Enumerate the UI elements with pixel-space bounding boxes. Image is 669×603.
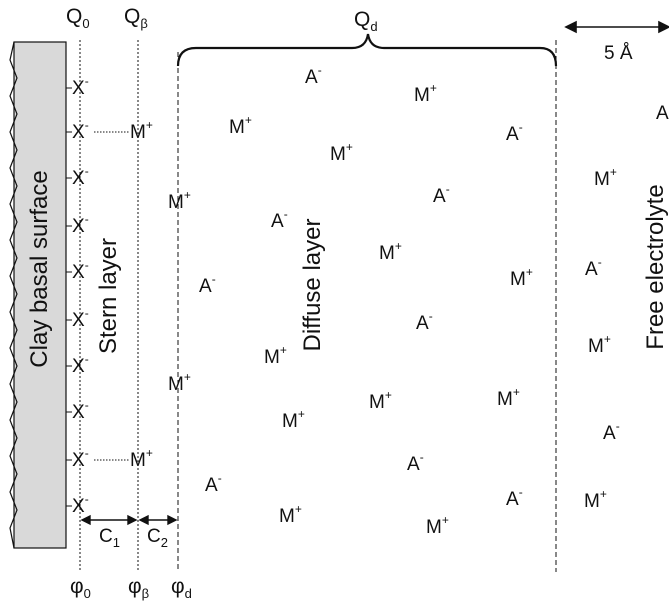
cation: M+	[594, 165, 617, 190]
qd-brace	[176, 33, 558, 67]
surface-site: X-	[72, 398, 89, 423]
anion: A	[656, 103, 669, 124]
cation: M+	[279, 502, 302, 527]
phi0-label: φ0	[70, 575, 91, 601]
cation: M+	[584, 487, 607, 512]
phid-label: φd	[171, 575, 192, 601]
qbeta-label: Qβ	[124, 5, 148, 31]
anion: A-	[506, 120, 523, 145]
scale-arrow	[564, 20, 669, 34]
surface-site: X-	[72, 118, 89, 143]
cation: M+	[510, 265, 533, 290]
anion: A-	[205, 471, 222, 496]
cation: M+	[414, 81, 437, 106]
clay-surface-block	[13, 41, 67, 549]
cation: M+	[282, 407, 305, 432]
c1-label: C1	[99, 526, 120, 550]
surface-site: X-	[72, 258, 89, 283]
anion: A-	[199, 272, 216, 297]
q0-label: Q0	[66, 5, 90, 31]
cation: M+	[130, 446, 153, 471]
stern-layer-label: Stern layer	[95, 237, 122, 355]
anion: A-	[416, 309, 433, 334]
clay-surface-label: Clay basal surface	[26, 170, 53, 368]
cation: M+	[379, 239, 402, 264]
anion: A-	[585, 255, 602, 280]
surface-site: X-	[72, 212, 89, 237]
cation: M+	[330, 140, 353, 165]
phibeta-label: φβ	[128, 575, 150, 601]
anion: A-	[433, 182, 450, 207]
anion: A-	[603, 419, 620, 444]
cation: M+	[168, 370, 191, 395]
surface-site: X-	[72, 492, 89, 517]
surface-site: X-	[72, 164, 89, 189]
surface-site-ticks	[66, 87, 72, 507]
cation: M+	[369, 388, 392, 413]
scale-label: 5 Å	[604, 43, 633, 64]
cation: M+	[130, 118, 153, 143]
cation: M+	[229, 113, 252, 138]
surface-site: X-	[72, 306, 89, 331]
clay-surface-jagged-edge	[9, 41, 18, 549]
cation: M+	[497, 385, 520, 410]
cation: M+	[426, 513, 449, 538]
surface-site: X-	[72, 74, 89, 99]
surface-site: X-	[72, 352, 89, 377]
cation: M+	[264, 343, 287, 368]
surface-site: X-	[72, 446, 89, 471]
c2-label: C2	[147, 526, 168, 550]
cation: M+	[168, 188, 191, 213]
qd-label: Qd	[354, 8, 378, 34]
free-electrolyte-label: Free electrolyte	[642, 184, 669, 350]
anion: A-	[506, 485, 523, 510]
capacitance-arrows	[80, 514, 178, 526]
cation: M+	[588, 332, 611, 357]
anion: A-	[305, 63, 322, 88]
anion: A-	[271, 207, 288, 232]
anion: A-	[407, 450, 424, 475]
diffuse-layer-label: Diffuse layer	[299, 218, 326, 352]
